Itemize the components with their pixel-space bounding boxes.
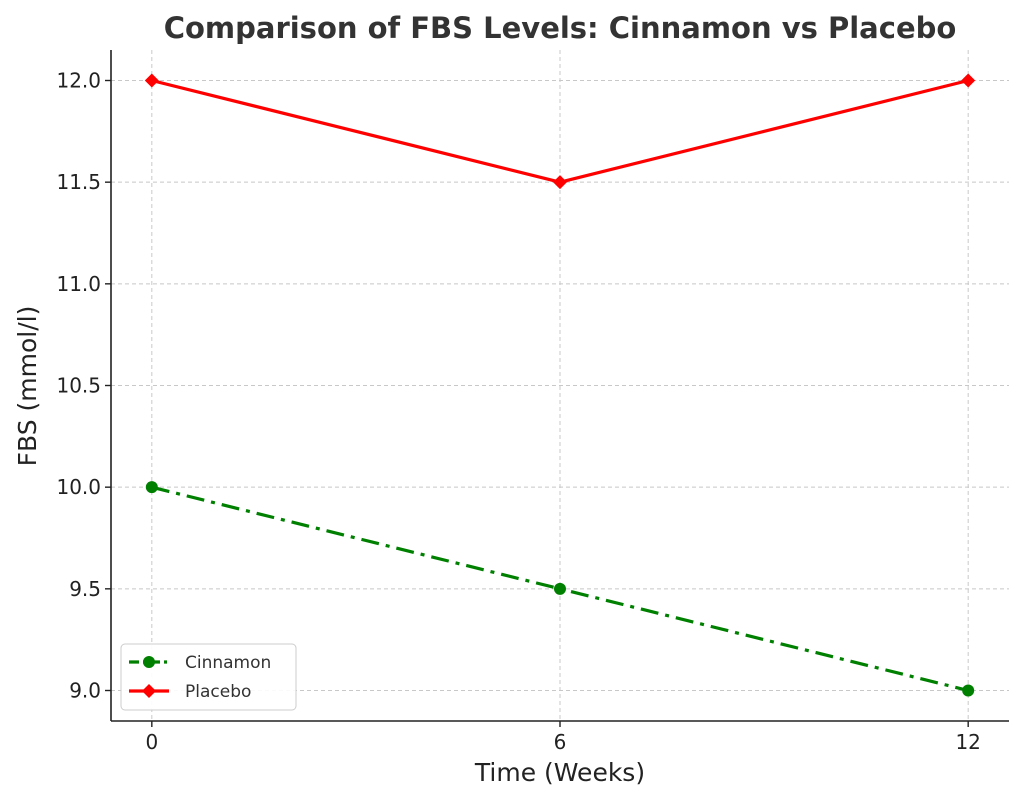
series-layer <box>144 73 976 697</box>
x-axis-label: Time (Weeks) <box>474 758 645 787</box>
cinnamon-data-point <box>554 582 566 595</box>
legend-cinnamon-marker <box>143 656 155 668</box>
cinnamon-series-line <box>151 485 969 693</box>
legend-placebo-label: Placebo <box>185 682 251 702</box>
axes: 9.0 9.5 10.0 10.5 11.0 11.5 12.0 0 6 12 <box>56 50 1009 754</box>
y-tick-label: 10.5 <box>56 374 101 398</box>
x-tick-label: 12 <box>955 730 980 754</box>
cinnamon-data-point <box>962 684 975 697</box>
cinnamon-data-point <box>145 481 158 494</box>
x-tick-label: 6 <box>554 730 567 754</box>
placebo-data-point <box>144 73 159 88</box>
legend: Cinnamon Placebo <box>120 643 297 711</box>
x-tick-label: 0 <box>145 730 158 754</box>
y-tick-label: 9.5 <box>69 577 101 601</box>
legend-cinnamon-label: Cinnamon <box>185 653 271 673</box>
placebo-data-point <box>553 175 567 190</box>
y-tick-label: 9.0 <box>69 679 101 703</box>
y-tick-label: 11.0 <box>56 272 101 296</box>
y-tick-label: 12.0 <box>56 69 101 93</box>
chart-title: Comparison of FBS Levels: Cinnamon vs Pl… <box>164 11 957 45</box>
grid <box>111 50 1009 721</box>
placebo-data-point <box>961 73 976 88</box>
y-tick-label: 11.5 <box>56 170 101 194</box>
legend-placebo-marker <box>142 684 156 698</box>
y-tick-label: 10.0 <box>56 475 101 499</box>
y-axis-label: FBS (mmol/l) <box>13 306 42 467</box>
